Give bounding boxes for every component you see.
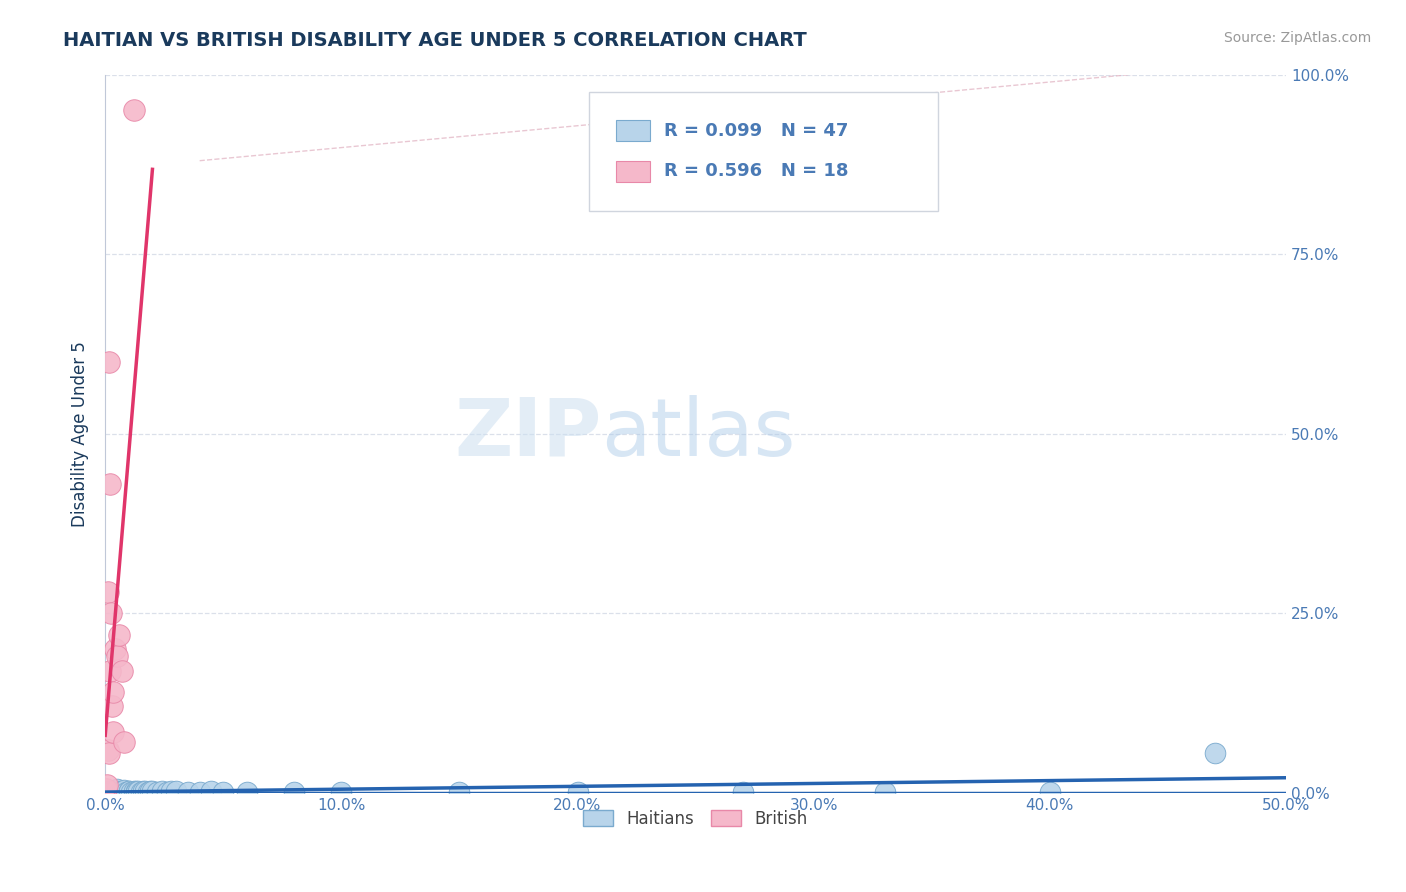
- Point: [97, 355, 120, 369]
- Point: [101, 785, 124, 799]
- Text: R = 0.596   N = 18: R = 0.596 N = 18: [664, 162, 848, 180]
- Point: [118, 783, 141, 797]
- Point: [567, 785, 589, 799]
- Point: [112, 782, 135, 797]
- Point: [118, 784, 141, 798]
- Point: [96, 779, 118, 793]
- Point: [132, 784, 155, 798]
- Point: [141, 784, 163, 798]
- Point: [97, 742, 120, 756]
- Point: [103, 724, 125, 739]
- Point: [125, 785, 148, 799]
- Point: [101, 685, 124, 699]
- Point: [330, 785, 353, 799]
- Point: [97, 584, 120, 599]
- Point: [177, 785, 200, 799]
- Point: [731, 785, 754, 799]
- Point: [105, 783, 128, 797]
- Point: [108, 628, 131, 642]
- Point: [156, 785, 179, 799]
- Point: [104, 784, 127, 798]
- Point: [104, 782, 127, 797]
- Point: [165, 783, 187, 797]
- FancyBboxPatch shape: [616, 161, 650, 182]
- Point: [122, 103, 145, 118]
- Text: HAITIAN VS BRITISH DISABILITY AGE UNDER 5 CORRELATION CHART: HAITIAN VS BRITISH DISABILITY AGE UNDER …: [63, 31, 807, 50]
- Point: [98, 746, 121, 760]
- Text: ZIP: ZIP: [454, 394, 602, 473]
- Point: [136, 785, 159, 799]
- Point: [111, 783, 134, 797]
- Point: [98, 476, 121, 491]
- FancyBboxPatch shape: [589, 93, 938, 211]
- Point: [111, 664, 134, 678]
- Point: [97, 784, 120, 798]
- Point: [104, 642, 127, 657]
- Point: [873, 785, 896, 799]
- Point: [122, 784, 145, 798]
- Point: [112, 735, 135, 749]
- Point: [98, 783, 121, 797]
- Point: [100, 784, 122, 798]
- Text: R = 0.099   N = 47: R = 0.099 N = 47: [664, 121, 848, 139]
- Point: [125, 783, 148, 797]
- Point: [115, 785, 138, 799]
- Point: [101, 699, 124, 714]
- Point: [112, 783, 135, 797]
- Text: Source: ZipAtlas.com: Source: ZipAtlas.com: [1223, 31, 1371, 45]
- Point: [146, 785, 169, 799]
- Point: [160, 784, 183, 798]
- Text: atlas: atlas: [602, 394, 796, 473]
- Y-axis label: Disability Age Under 5: Disability Age Under 5: [72, 341, 89, 526]
- Point: [120, 785, 142, 799]
- Point: [111, 784, 134, 798]
- Point: [200, 784, 222, 798]
- Point: [1039, 785, 1062, 799]
- FancyBboxPatch shape: [616, 120, 650, 141]
- Point: [129, 785, 152, 799]
- Point: [105, 782, 128, 797]
- Point: [449, 785, 471, 799]
- Point: [188, 785, 211, 799]
- Point: [150, 784, 173, 798]
- Point: [139, 783, 162, 797]
- Point: [97, 784, 120, 798]
- Point: [105, 649, 128, 664]
- Point: [283, 785, 305, 799]
- Point: [108, 785, 131, 799]
- Legend: Haitians, British: Haitians, British: [576, 804, 814, 835]
- Point: [101, 783, 124, 797]
- Point: [236, 785, 259, 799]
- Point: [96, 782, 118, 797]
- Point: [1204, 746, 1226, 760]
- Point: [134, 784, 156, 798]
- Point: [100, 606, 122, 620]
- Point: [100, 664, 122, 678]
- Point: [127, 784, 149, 798]
- Point: [212, 785, 235, 799]
